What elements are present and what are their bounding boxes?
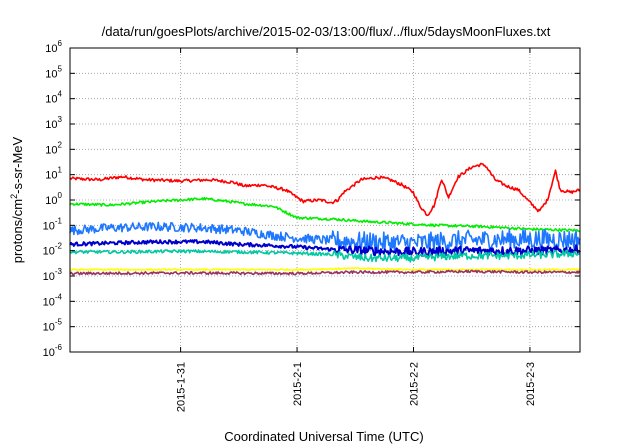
y-tick-label: 102 <box>45 140 62 156</box>
x-tick-label: 2015-2-2 <box>408 362 420 406</box>
y-tick-label: 10-5 <box>43 318 63 334</box>
y-tick-label: 10-2 <box>43 242 63 258</box>
flux-series-line-4 <box>69 239 581 257</box>
series-lines <box>69 162 581 276</box>
y-tick-label: 10-4 <box>43 292 63 308</box>
x-tick-label: 2015-2-1 <box>292 362 304 406</box>
axis-ticks: 10-6 10-5 10-4 10-3 10-2 10-1 100 101 102 103 104 1… <box>43 39 580 412</box>
y-tick-label: 10-3 <box>43 267 63 283</box>
flux-series-line-3 <box>69 221 581 254</box>
y-tick-label: 103 <box>45 115 62 131</box>
x-axis-title: Coordinated Universal Time (UTC) <box>224 429 423 444</box>
flux-series-line-2 <box>69 196 580 233</box>
y-tick-label: 105 <box>45 64 62 80</box>
x-tick-label: 2015-1-31 <box>176 362 188 412</box>
y-tick-label: 101 <box>45 166 62 182</box>
flux-series-line-5 <box>69 249 581 263</box>
flux-series-line-7 <box>69 269 581 276</box>
y-tick-label: 104 <box>45 90 62 106</box>
flux-series-line-6 <box>69 266 580 272</box>
y-tick-label: 106 <box>45 39 62 55</box>
chart-title: /data/run/goesPlots/archive/2015-02-03/1… <box>102 24 551 39</box>
y-axis-title: protons/cm2-s-sr-MeV <box>9 136 25 263</box>
y-tick-label: 10-1 <box>43 216 63 232</box>
y-tick-label: 100 <box>45 191 62 207</box>
flux-series-line-1 <box>69 162 581 217</box>
y-tick-label: 10-6 <box>43 343 63 359</box>
x-tick-label: 2015-2-3 <box>525 362 537 406</box>
